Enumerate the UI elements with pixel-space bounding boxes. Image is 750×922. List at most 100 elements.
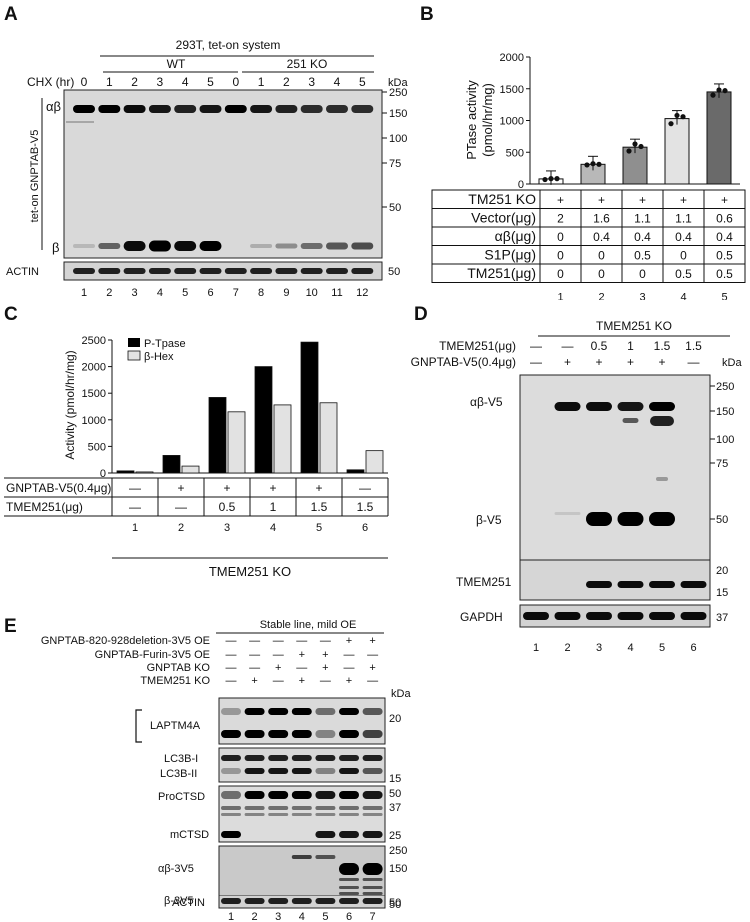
b-ylabel-1: PTase activity — [464, 80, 479, 160]
b-condition-table: TM251 KO + + + + + Vector(μg) 2 1.6 1.1 1.1 0.6 αβ(μ… — [431, 189, 746, 301]
b-lane-number: 3 — [639, 292, 645, 301]
d-extra-band — [650, 416, 674, 426]
e-actin-marker: 50 — [389, 897, 401, 909]
lane-number: 9 — [283, 287, 289, 299]
e-laptm4a-band-lower — [339, 730, 359, 738]
chx-row-label: CHX (hr) — [27, 75, 74, 89]
b-cell: 1.6 — [593, 212, 610, 226]
e-ab3v5-band — [362, 863, 383, 875]
e-row-cell: + — [369, 662, 375, 674]
e-actin-band — [315, 898, 336, 904]
d-mw-marker-100: 100 — [716, 434, 734, 446]
d-ab-label: αβ-V5 — [470, 395, 503, 409]
alpha-beta-band — [224, 105, 247, 113]
panel-label-d: D — [414, 304, 428, 325]
c-row-label: TMEM251(μg) — [6, 500, 83, 514]
legend-ptpase: P-Tpase — [144, 338, 186, 350]
b-cell: 0 — [680, 249, 687, 263]
e-lc3b-i-band — [221, 755, 241, 761]
e-row-cell: + — [299, 675, 305, 687]
lane-number: 11 — [331, 287, 342, 299]
chx-time: 5 — [207, 75, 214, 89]
c-row-label: GNPTAB-V5(0.4μg) — [6, 481, 111, 495]
e-lc3b-ii-band — [339, 768, 359, 774]
e-actin-band — [362, 898, 383, 904]
chx-time: 3 — [157, 75, 164, 89]
c-ytick-label: 1500 — [82, 388, 106, 400]
e-proctsd-band — [244, 791, 265, 799]
c-lane-number: 2 — [178, 522, 184, 534]
e-ab3v5-ladder-band — [339, 878, 359, 881]
beta-band — [148, 240, 171, 252]
b-ytick-label: 0 — [518, 179, 524, 191]
c-bar-ptpase — [300, 341, 319, 474]
beta-band — [174, 241, 197, 251]
chx-time: 3 — [308, 75, 315, 89]
c-cell: + — [315, 481, 322, 495]
alpha-beta-band — [275, 105, 298, 113]
e-lc3b-i-band — [315, 755, 336, 761]
e-row-cell: — — [320, 635, 331, 647]
e-lc3b-ii-label: LC3B-II — [160, 768, 197, 780]
d-row2-cell: + — [595, 355, 602, 369]
gnptab-side-label: tet-on GNPTAB-V5 — [29, 130, 41, 223]
e-laptm4a-band-upper — [244, 708, 265, 715]
panel-label-e: E — [4, 616, 17, 637]
e-row-label: GNPTAB-820-928deletion-3V5 OE — [41, 635, 210, 647]
blot-gnptab — [63, 89, 383, 259]
b-cell: + — [557, 193, 564, 207]
c-lane-number: 5 — [316, 522, 322, 534]
c-lane-number: 4 — [270, 522, 276, 534]
chx-times: 0 1 2 3 4 5 0 1 2 3 4 5 — [81, 75, 366, 89]
actin-band — [98, 268, 121, 274]
c-lane-number: 1 — [132, 522, 138, 534]
e-row-cell: — — [226, 662, 237, 674]
b-point — [554, 176, 560, 182]
b-lane-number: 2 — [598, 292, 604, 301]
b-ylabel-2: (pmol/hr/mg) — [480, 83, 495, 157]
e-laptm4a-band-upper — [268, 708, 289, 715]
chx-time: 0 — [232, 75, 239, 89]
e-lc3b-i-band — [244, 755, 265, 761]
alpha-beta-band — [98, 105, 121, 113]
panel-a: A 293T, tet-on system WT 251 KO CHX (hr)… — [4, 4, 408, 299]
d-blot-gapdh — [519, 604, 711, 628]
panel-c: C Activity (pmol/hr/mg) 0 500 1000 1500 2000… — [4, 304, 389, 579]
c-cell: 1 — [270, 500, 277, 514]
e-row-cell: — — [226, 649, 237, 661]
e-lc3b-marker: 15 — [389, 773, 401, 785]
lane-number: 12 — [356, 287, 368, 299]
e-proctsd-band — [291, 791, 312, 799]
e-row-cell: — — [226, 635, 237, 647]
e-ctsd-mid-band — [291, 806, 312, 810]
e-row-cell: — — [367, 675, 378, 687]
e-row-label: TMEM251 KO — [140, 675, 210, 687]
c-bar-ptpase — [162, 455, 181, 474]
c-ytick-label: 1000 — [82, 415, 106, 427]
b-cell: 0 — [639, 267, 646, 281]
e-header: Stable line, mild OE — [260, 619, 357, 631]
e-laptm4a-band-upper — [291, 708, 312, 715]
e-ctsd-mid-band — [291, 813, 312, 816]
d-mw-marker-75: 75 — [716, 458, 728, 470]
d-tmem-marker-15: 15 — [716, 587, 728, 599]
d-row1-cell: — — [530, 339, 542, 353]
e-row-cell: + — [299, 649, 305, 661]
b-row-label: S1P(μg) — [484, 247, 536, 263]
d-lane-number: 2 — [564, 642, 570, 654]
c-bar-ptpase — [346, 469, 365, 474]
b-point — [716, 87, 722, 93]
beta-band — [199, 241, 222, 251]
d-alpha-beta-band — [554, 402, 581, 411]
alpha-beta-band-label: αβ — [46, 99, 61, 114]
e-row-cell: — — [273, 635, 284, 647]
e-ctsd-marker-37: 37 — [389, 802, 401, 814]
d-faint-band — [656, 477, 668, 481]
beta-band — [351, 242, 374, 250]
c-cell: + — [223, 481, 230, 495]
b-point — [590, 161, 596, 167]
e-row-cell: — — [273, 649, 284, 661]
d-tmem251-band — [617, 581, 644, 588]
lane-number: 5 — [182, 287, 188, 299]
e-lc3b-ii-band — [291, 768, 312, 774]
